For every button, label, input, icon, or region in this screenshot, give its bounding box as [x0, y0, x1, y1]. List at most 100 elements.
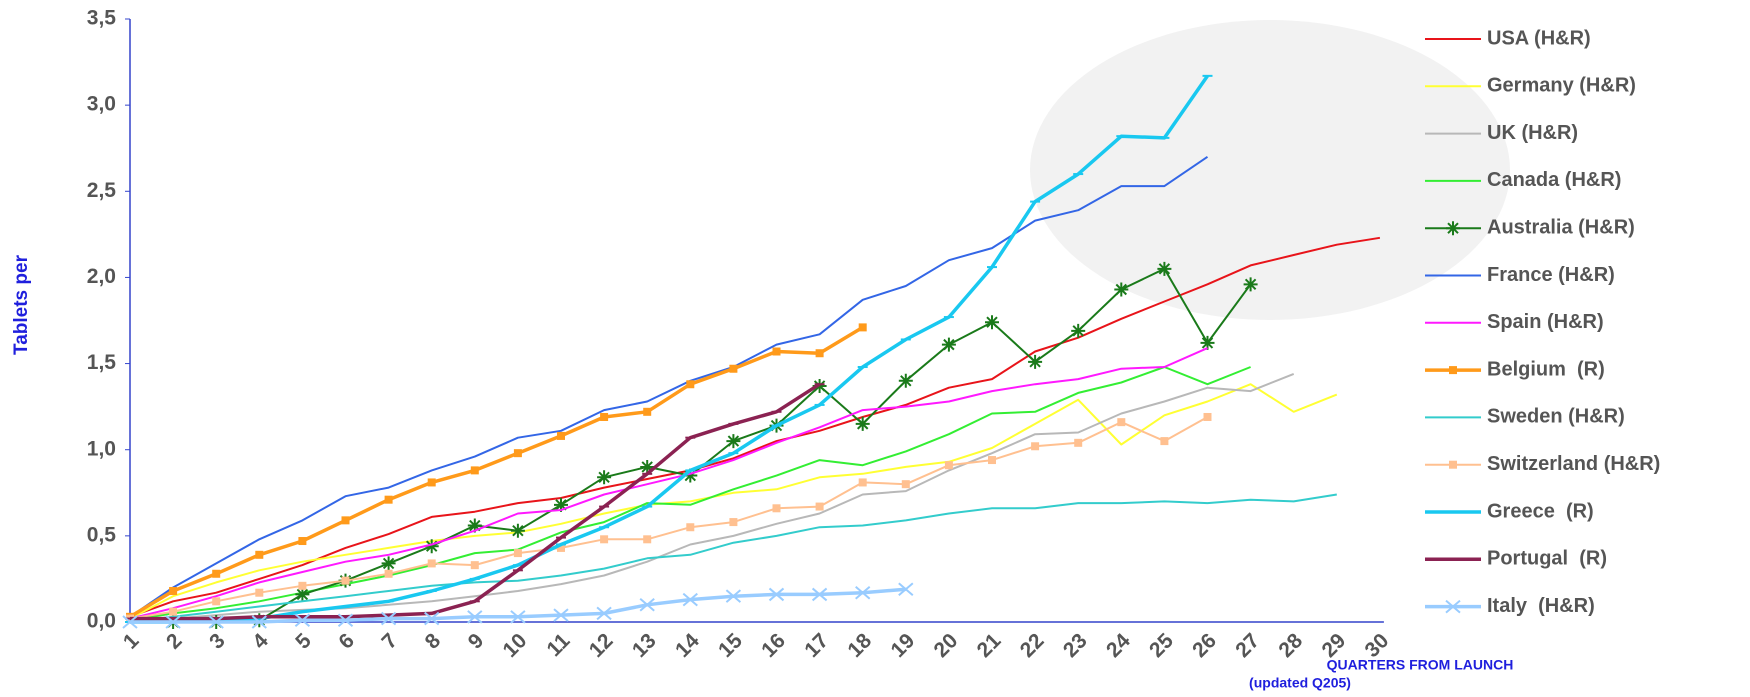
- x-tick-label: 18: [843, 629, 876, 662]
- x-tick-label: 16: [757, 629, 790, 662]
- x-tick-label: 11: [542, 629, 574, 661]
- series-marker: [858, 478, 867, 487]
- x-tick-label: 3: [205, 629, 230, 654]
- legend-label: Spain (H&R): [1487, 311, 1604, 333]
- series-marker: [639, 598, 655, 612]
- series-marker: [941, 337, 956, 352]
- series-marker: [682, 592, 698, 607]
- series-marker: [855, 585, 871, 600]
- series-marker: [1114, 282, 1129, 297]
- series-marker: [510, 610, 526, 624]
- x-tick-label: 7: [378, 629, 403, 654]
- series-marker: [557, 431, 565, 440]
- series-marker: [122, 615, 138, 629]
- legend-label: France (H&R): [1487, 264, 1615, 286]
- legend-label: Germany (H&R): [1487, 75, 1636, 97]
- y-tick-label: 1,0: [87, 437, 116, 460]
- series-marker: [815, 349, 824, 358]
- legend-label: Portugal (R): [1487, 548, 1607, 570]
- series-marker: [686, 380, 695, 389]
- series-line: [129, 236, 1381, 618]
- series-marker: [597, 470, 612, 485]
- series-marker: [1028, 354, 1043, 369]
- x-tick-label: 22: [1016, 629, 1049, 662]
- y-axis-label: Tablets per: [11, 254, 32, 355]
- series-marker: [858, 323, 867, 332]
- series-marker: [643, 407, 652, 416]
- series-line: [129, 493, 1337, 623]
- legend-label: Australia (H&R): [1487, 216, 1635, 238]
- series-marker: [255, 588, 264, 597]
- x-axis-label: QUARTERS FROM LAUNCH: [1327, 657, 1514, 673]
- series-line: [130, 74, 1209, 624]
- series-marker: [341, 516, 350, 525]
- series-line: [130, 382, 821, 621]
- series-marker: [726, 434, 741, 449]
- series-marker: [384, 495, 393, 504]
- x-tick-label: 1: [119, 629, 144, 654]
- series-marker: [988, 456, 996, 465]
- x-tick-label: 8: [421, 629, 446, 654]
- series-marker: [208, 615, 224, 629]
- series-marker: [640, 459, 655, 474]
- series-marker: [169, 607, 178, 616]
- series-marker: [337, 613, 354, 628]
- series-marker: [470, 561, 479, 570]
- series-marker: [295, 587, 310, 602]
- x-tick-label: 23: [1059, 629, 1092, 662]
- series-marker: [381, 556, 396, 571]
- series-marker: [212, 597, 221, 606]
- series-marker: [944, 461, 953, 470]
- series-marker: [384, 569, 393, 578]
- x-tick-label: 20: [930, 629, 963, 662]
- series-marker: [467, 610, 483, 624]
- series-marker: [1157, 261, 1172, 276]
- series-marker: [898, 373, 913, 388]
- series-marker: [1200, 335, 1215, 350]
- series-marker: [725, 589, 742, 603]
- x-tick-label: 10: [499, 629, 532, 662]
- series-line: [129, 325, 864, 619]
- legend-marker: [1445, 599, 1461, 614]
- x-tick-label: 15: [714, 629, 747, 662]
- series-marker: [255, 550, 264, 559]
- series-marker: [467, 518, 482, 533]
- x-tick-label: 9: [464, 629, 489, 654]
- series-marker: [1031, 442, 1040, 451]
- series-marker: [427, 478, 436, 487]
- x-tick-label: 25: [1145, 629, 1178, 662]
- series-marker: [772, 504, 781, 513]
- series-marker: [683, 468, 698, 483]
- series-marker: [557, 543, 565, 552]
- series-marker: [600, 535, 609, 544]
- series-marker: [1074, 438, 1083, 447]
- series-marker: [298, 581, 307, 590]
- series-marker: [424, 611, 440, 626]
- series-marker: [341, 576, 350, 585]
- series-marker: [772, 347, 781, 356]
- series-marker: [855, 416, 870, 431]
- series-line: [129, 347, 1208, 620]
- x-tick-label: 6: [334, 629, 359, 654]
- series-marker: [901, 480, 910, 489]
- y-tick-label: 0,5: [87, 523, 117, 546]
- series-marker: [554, 497, 568, 512]
- x-tick-label: 4: [248, 629, 273, 654]
- x-tick-label: 5: [291, 629, 316, 654]
- series-marker: [380, 611, 397, 626]
- x-tick-label: 28: [1274, 629, 1307, 662]
- x-tick-label: 19: [886, 629, 919, 662]
- series-line: [129, 416, 1208, 620]
- x-tick-label: 24: [1102, 629, 1135, 662]
- series-marker: [1117, 418, 1126, 427]
- series-marker: [729, 518, 738, 527]
- series-marker: [768, 587, 785, 602]
- y-tick-label: 0,0: [87, 610, 116, 633]
- series-marker: [686, 523, 695, 532]
- series-marker: [1160, 437, 1169, 446]
- series-marker: [298, 537, 307, 546]
- x-tick-label: 2: [162, 629, 187, 654]
- legend-marker: [1446, 221, 1460, 236]
- series-marker: [513, 449, 522, 458]
